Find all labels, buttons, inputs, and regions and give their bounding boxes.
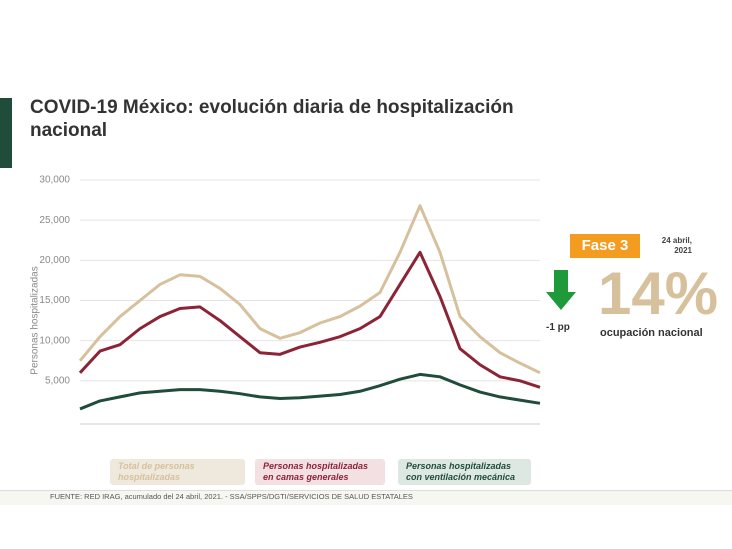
- legend-entry: Personas hospitalizadas en camas general…: [255, 459, 385, 485]
- source: FUENTE: RED IRAG, acumulado del 24 abril…: [50, 492, 413, 501]
- accent-bar: [0, 98, 12, 168]
- chart-title: COVID-19 México: evolución diaria de hos…: [30, 97, 514, 141]
- date: 24 abril, 2021: [661, 236, 692, 255]
- legend-entry: Personas hospitalizadas con ventilación …: [398, 459, 531, 485]
- down-arrow: [546, 270, 576, 310]
- y-tick-label: 25,000: [39, 215, 70, 226]
- phase-badge: Fase 3: [570, 234, 640, 258]
- y-tick-label: 10,000: [39, 335, 70, 346]
- y-axis-label: Personas hospitalizadas: [30, 266, 41, 374]
- y-tick-label: 30,000: [39, 175, 70, 186]
- y-tick-label: 5,000: [45, 375, 70, 386]
- occupancy-label: ocupación nacional: [600, 327, 703, 339]
- legend-entry: Total de personas hospitalizadas: [110, 459, 245, 485]
- occupancy: 14%: [598, 260, 719, 327]
- series-line: [78, 250, 541, 389]
- footer-band: [0, 490, 732, 505]
- series-line: [79, 372, 541, 411]
- y-tick-label: 15,000: [39, 295, 70, 306]
- chart: 5,000 10,000 15,000 20,000 25,000 30,000 Perso…: [30, 175, 541, 425]
- change: -1 pp: [546, 322, 570, 333]
- series-line: [78, 204, 541, 375]
- y-tick-label: 20,000: [39, 255, 70, 266]
